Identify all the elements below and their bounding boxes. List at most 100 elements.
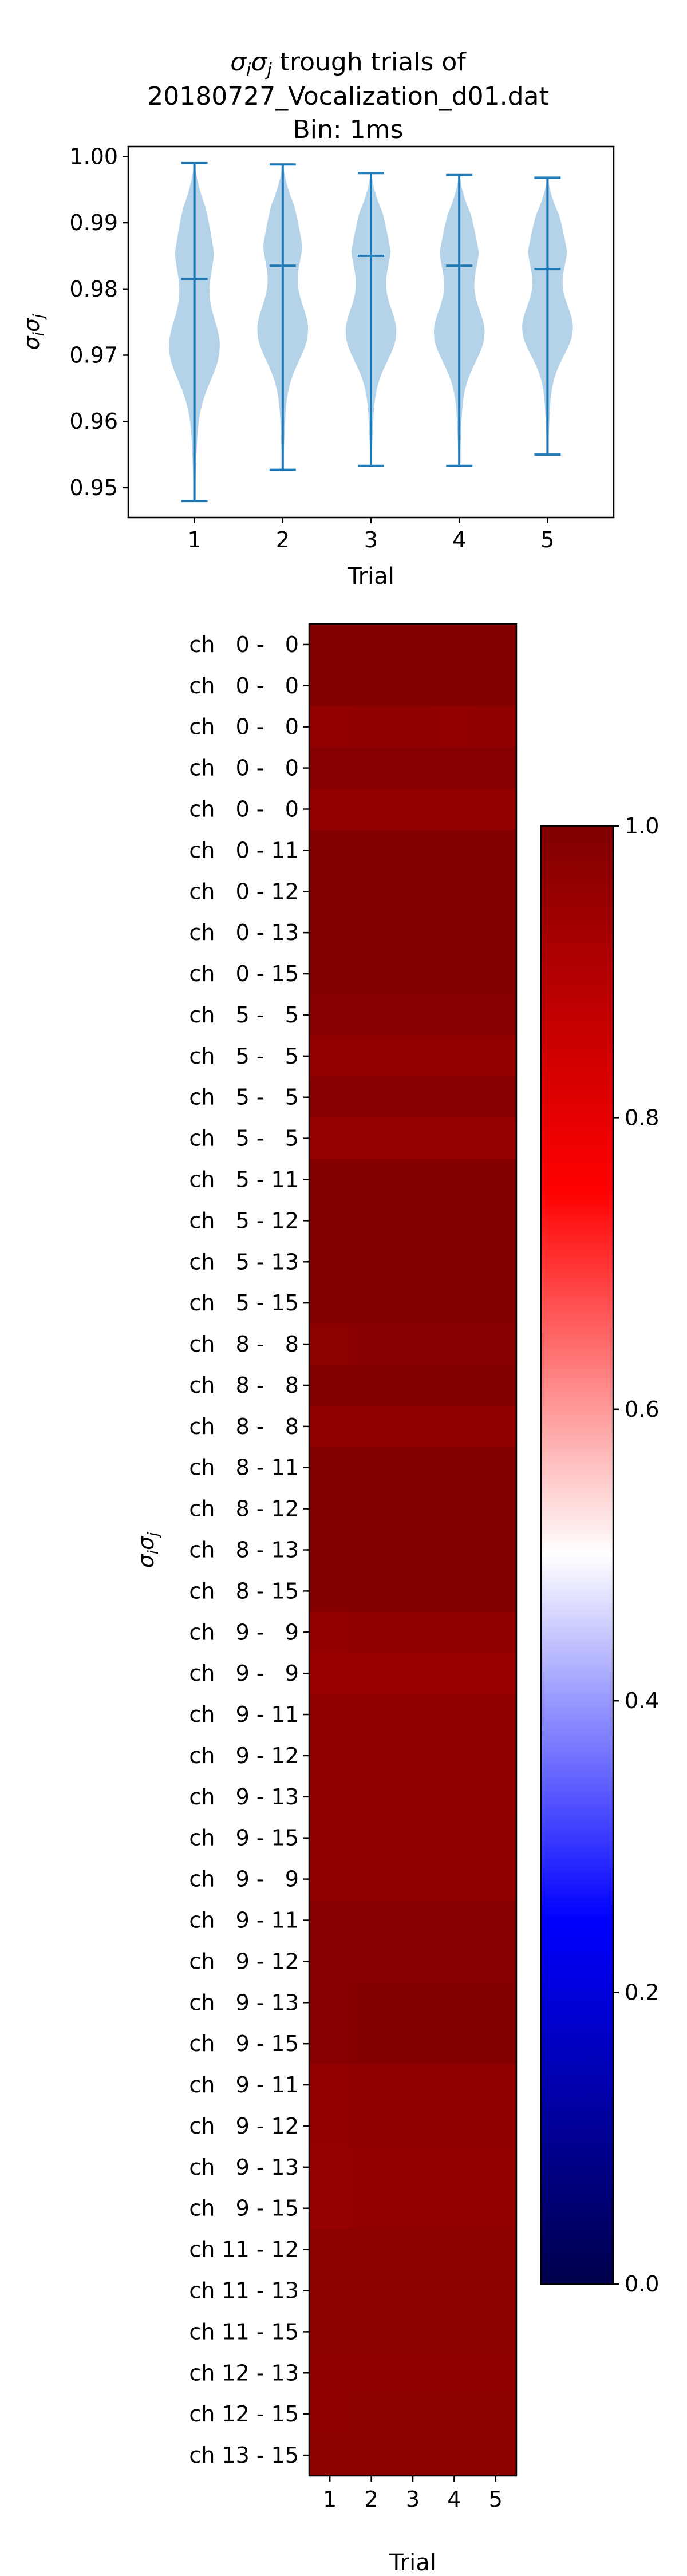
heatmap-cell xyxy=(392,1611,434,1653)
heatmap-cell xyxy=(475,1735,517,1777)
violin-x-axis-label: Trial xyxy=(347,563,394,590)
chart-title-line3: Bin: 1ms xyxy=(293,115,404,144)
heatmap-cell xyxy=(309,1529,351,1571)
heatmap-row-label: ch 8 - 13 xyxy=(189,1538,299,1563)
heatmap-cell xyxy=(350,1323,393,1365)
heatmap-cell xyxy=(309,912,351,954)
heatmap-cell xyxy=(350,953,393,995)
heatmap-cell xyxy=(433,2023,476,2065)
heatmap-col-label: 5 xyxy=(489,2487,503,2512)
heatmap-cell xyxy=(433,1405,476,1448)
heatmap-cell xyxy=(433,1611,476,1653)
heatmap-cell xyxy=(392,1323,434,1365)
heatmap-cell xyxy=(475,2105,517,2147)
heatmap-row-label: ch 0 - 0 xyxy=(189,797,299,822)
heatmap-cell xyxy=(433,994,476,1036)
heatmap-cell xyxy=(309,1035,351,1077)
heatmap-cell xyxy=(433,2311,476,2353)
heatmap-cell xyxy=(475,2229,517,2271)
heatmap-cell xyxy=(350,1611,393,1653)
heatmap-row-label: ch 0 - 0 xyxy=(189,756,299,781)
heatmap-cell xyxy=(309,1323,351,1365)
heatmap-cell xyxy=(433,1694,476,1736)
heatmap-row-label: ch 8 - 8 xyxy=(189,1414,299,1439)
violin-x-tick-label: 2 xyxy=(276,527,290,552)
heatmap-row-label: ch 9 - 9 xyxy=(189,1867,299,1892)
heatmap-cell xyxy=(392,2146,434,2188)
violin-y-tick-label: 0.98 xyxy=(69,276,118,302)
heatmap-row-label: ch 9 - 13 xyxy=(189,1990,299,2015)
heatmap-cell xyxy=(433,788,476,831)
violin-x-tick-label: 4 xyxy=(452,527,466,552)
heatmap-cell xyxy=(475,2435,517,2476)
heatmap-row-label: ch 5 - 12 xyxy=(189,1208,299,1233)
heatmap-row-label: ch 9 - 11 xyxy=(189,1702,299,1727)
heatmap-row-label: ch 12 - 15 xyxy=(189,2401,299,2427)
heatmap-cell xyxy=(350,912,393,954)
heatmap-chart: ch 0 - 0 ch 0 - 0 ch 0 - 0 ch 0 - 0 ch 0 - 0… xyxy=(133,623,518,2576)
heatmap-cell xyxy=(392,747,434,789)
heatmap-cell xyxy=(475,665,517,707)
colorbar-ticks: 0.0 0.2 0.4 0.6 0.8 1.0 xyxy=(613,813,659,2297)
heatmap-cell xyxy=(309,2187,351,2230)
heatmap-cell xyxy=(350,1941,393,1982)
heatmap-cell xyxy=(475,1817,517,1859)
heatmap-cell xyxy=(350,829,393,871)
heatmap-row-label: ch 9 - 9 xyxy=(189,1619,299,1645)
heatmap-col-label: 1 xyxy=(323,2487,337,2512)
heatmap-cell xyxy=(392,2023,434,2065)
heatmap-cell xyxy=(433,624,476,666)
heatmap-cell xyxy=(309,1735,351,1777)
heatmap-row-label: ch 0 - 0 xyxy=(189,673,299,698)
heatmap-cell xyxy=(309,624,351,666)
colorbar-tick-label: 0.6 xyxy=(625,1397,659,1422)
heatmap-cell xyxy=(392,912,434,954)
violin-x-tick-label: 3 xyxy=(364,527,378,552)
heatmap-cell xyxy=(475,1982,517,2024)
heatmap-cell xyxy=(350,1653,393,1694)
heatmap-cell xyxy=(309,994,351,1036)
heatmap-cell xyxy=(475,1323,517,1365)
heatmap-cell xyxy=(433,2393,476,2435)
heatmap-cell xyxy=(309,1570,351,1612)
heatmap-row-label: ch 9 - 11 xyxy=(189,1908,299,1933)
heatmap-cell xyxy=(433,1653,476,1694)
heatmap-cell xyxy=(433,2105,476,2147)
heatmap-cell xyxy=(309,1653,351,1694)
colorbar-tick-label: 0.0 xyxy=(625,2271,659,2297)
heatmap-cell xyxy=(475,2064,517,2106)
heatmap-row-label: ch 8 - 8 xyxy=(189,1332,299,1357)
heatmap-cell xyxy=(392,1076,434,1119)
heatmap-cell xyxy=(309,2270,351,2312)
heatmap-cell xyxy=(392,2229,434,2271)
heatmap-cells xyxy=(309,624,517,2476)
heatmap-row-label: ch 9 - 12 xyxy=(189,1949,299,1974)
heatmap-cell xyxy=(392,1282,434,1324)
heatmap-cell xyxy=(350,2393,393,2435)
heatmap-row-label: ch 5 - 5 xyxy=(189,1044,299,1069)
heatmap-col-label: 4 xyxy=(447,2487,461,2512)
heatmap-cell xyxy=(433,665,476,707)
heatmap-cell xyxy=(433,1117,476,1160)
heatmap-cell xyxy=(350,2023,393,2065)
colorbar-tick-label: 0.8 xyxy=(625,1105,659,1130)
heatmap-cell xyxy=(433,1735,476,1777)
heatmap-cell xyxy=(475,706,517,748)
heatmap-cell xyxy=(350,1570,393,1612)
heatmap-cell xyxy=(309,1611,351,1653)
violin-y-tick-label: 0.99 xyxy=(69,210,118,235)
heatmap-row-label: ch 12 - 13 xyxy=(189,2360,299,2385)
heatmap-cell xyxy=(392,1035,434,1077)
heatmap-cell xyxy=(309,1241,351,1283)
heatmap-row-label: ch 9 - 12 xyxy=(189,2113,299,2139)
heatmap-row-label: ch 9 - 15 xyxy=(189,2196,299,2221)
heatmap-cell xyxy=(392,2064,434,2106)
violin-x-tick-label: 5 xyxy=(540,527,554,552)
heatmap-row-label: ch 5 - 5 xyxy=(189,1085,299,1110)
heatmap-cell xyxy=(309,2064,351,2106)
heatmap-cell xyxy=(309,2023,351,2065)
heatmap-cell xyxy=(309,1159,351,1201)
heatmap-cell xyxy=(309,1200,351,1242)
heatmap-cell xyxy=(392,1776,434,1818)
heatmap-col-label: 2 xyxy=(365,2487,378,2512)
